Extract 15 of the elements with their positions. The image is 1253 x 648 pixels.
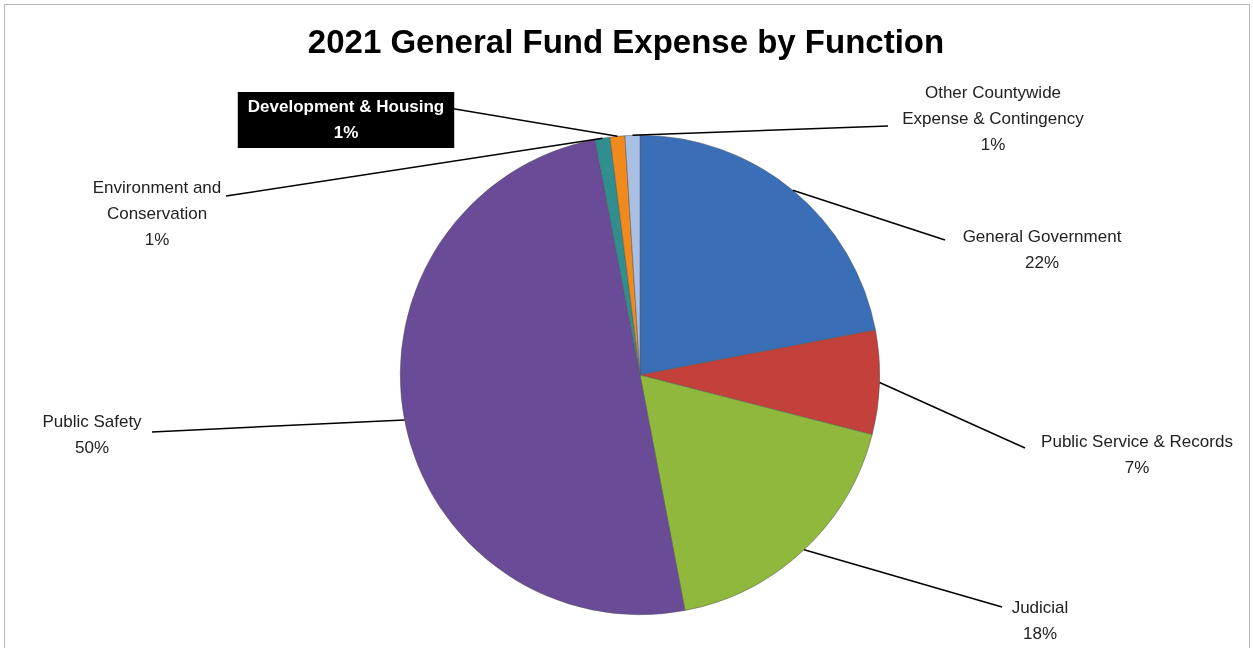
data-label: 22% bbox=[1024, 252, 1060, 272]
data-label: 1% bbox=[333, 122, 359, 142]
chart-title: 2021 General Fund Expense by Function bbox=[307, 23, 945, 61]
data-label: 1% bbox=[144, 229, 170, 249]
data-label: 7% bbox=[1124, 457, 1150, 477]
slice-label: Other Countywide Expense & Contingency bbox=[902, 82, 1085, 128]
slice-label: Public Safety bbox=[42, 411, 143, 431]
slice-label: Environment and Conservation bbox=[92, 177, 222, 223]
data-label: 50% bbox=[74, 437, 110, 457]
data-label: 18% bbox=[1022, 623, 1058, 643]
data-label: 1% bbox=[980, 134, 1006, 154]
slice-label: Judicial bbox=[1011, 597, 1069, 617]
slice-label: General Government bbox=[962, 226, 1122, 246]
slice-label: Development & Housing bbox=[247, 96, 445, 116]
slice-label: Public Service & Records bbox=[1041, 431, 1233, 451]
